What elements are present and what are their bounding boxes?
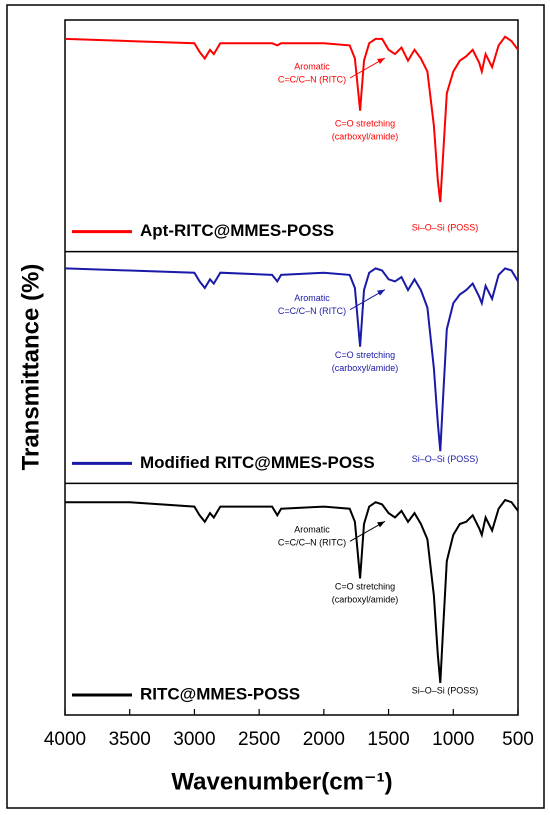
arrow-head <box>377 521 385 528</box>
arrow-head <box>377 58 385 64</box>
legend-label: RITC@MMES-POSS <box>140 684 300 703</box>
annotation: Si–O–Si (POSS) <box>412 686 479 696</box>
annotation: Aromatic <box>294 61 330 71</box>
annotation: C=O stretching <box>335 118 395 128</box>
y-axis-title: Transmittance (%) <box>17 264 44 471</box>
x-tick-label: 2000 <box>303 729 345 750</box>
annotation: C=C/C–N (RITC) <box>278 306 346 316</box>
arrow-head <box>377 289 385 296</box>
annotation: Si–O–Si (POSS) <box>412 454 479 464</box>
annotation: (carboxyl/amide) <box>332 131 399 141</box>
x-tick-label: 500 <box>502 729 534 750</box>
x-tick-label: 3500 <box>109 729 151 750</box>
spectrum-line <box>64 35 519 203</box>
x-tick-label: 2500 <box>238 729 280 750</box>
plot-frame <box>64 19 519 716</box>
annotation: (carboxyl/amide) <box>332 363 399 373</box>
x-tick-label: 1500 <box>367 729 409 750</box>
annotation: C=O stretching <box>335 350 395 360</box>
annotation: C=O stretching <box>335 582 395 592</box>
annotation: C=C/C–N (RITC) <box>278 538 346 548</box>
annotation: Si–O–Si (POSS) <box>412 222 479 232</box>
spectrum-line <box>64 267 519 452</box>
x-tick-label: 3000 <box>173 729 215 750</box>
annotation: C=C/C–N (RITC) <box>278 74 346 84</box>
annotation: Aromatic <box>294 293 330 303</box>
legend-label: Apt-RITC@MMES-POSS <box>140 221 334 240</box>
annotation: Aromatic <box>294 525 330 535</box>
annotation: (carboxyl/amide) <box>332 595 399 605</box>
outer-frame <box>6 4 545 809</box>
x-axis-title: Wavenumber(cm⁻¹) <box>171 768 392 795</box>
spectrum-line <box>65 498 519 683</box>
legend-label: Modified RITC@MMES-POSS <box>140 453 375 472</box>
x-tick-label: 4000 <box>44 729 86 750</box>
x-tick-label: 1000 <box>432 729 474 750</box>
